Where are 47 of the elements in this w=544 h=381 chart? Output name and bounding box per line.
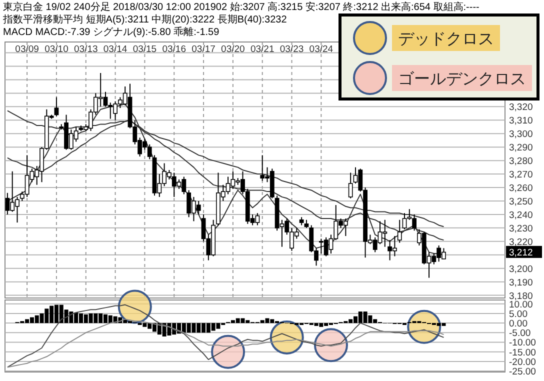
y-tick-label: 3,180 — [509, 290, 533, 302]
text: 3,212 — [509, 247, 533, 258]
y-tick-label: 3,240 — [509, 210, 533, 221]
y-tick-label: -20.00 — [509, 356, 536, 368]
x-tick-label: 03/20 — [221, 44, 245, 55]
y-tick-label: 3,190 — [509, 277, 533, 288]
chart-title: 東京白金 19/02 240分足 2018/03/30 12:00 201902 始:3207 高:3215 安:3207 終:3212 出来高:654 取組高:---- — [3, 1, 480, 13]
chart-subtitle: 指数平滑移動平均 短期A(5):3211 中期(20):3222 長期B(40):3232 — [2, 14, 288, 26]
y-tick-label: -25.00 — [509, 366, 536, 378]
y-tick-label: 3,280 — [509, 156, 533, 168]
y-tick-label: 3,230 — [509, 223, 533, 234]
y-tick-label: 3,220 — [509, 236, 533, 248]
candlestick — [54, 96, 59, 117]
x-tick-label: 03/24 — [309, 44, 334, 55]
y-tick-label: 10.00 — [509, 299, 533, 310]
x-tick-label: 03/14 — [103, 44, 128, 55]
point — [314, 328, 348, 362]
y-tick-label: 0.00 — [509, 318, 528, 330]
candlestick — [397, 219, 402, 244]
line-series — [6, 304, 444, 368]
y-tick-label: -10.00 — [509, 338, 536, 349]
x-tick-label: 03/13 — [74, 44, 98, 55]
legend-label: ゴールデンクロス — [398, 71, 526, 88]
y-tick-label: -15.00 — [509, 347, 536, 358]
y-tick-label: 3,270 — [509, 170, 533, 181]
legend-label: デッドクロス — [398, 31, 494, 48]
x-tick-label: 03/09 — [15, 44, 39, 55]
text: MACD MACD:-7.39 シグナル(9):-5.80 乖離:-1.59 — [3, 26, 220, 38]
y-tick-label: 3,300 — [509, 129, 533, 140]
y-tick-label: -5.00 — [509, 328, 531, 340]
x-tick-label: 03/17 — [192, 44, 216, 55]
point — [118, 290, 152, 324]
x-tick-label: 03/23 — [280, 44, 304, 55]
y-tick-label: 3,310 — [509, 116, 533, 127]
x-tick-label: 03/21 — [250, 44, 274, 55]
y-tick-label: 3,260 — [509, 183, 533, 194]
y-tick-label: 3,320 — [509, 102, 533, 114]
y-tick-label: 5.00 — [509, 308, 528, 320]
point — [211, 334, 246, 369]
x-tick-label: 03/10 — [44, 44, 68, 55]
y-tick-label: 3,250 — [509, 196, 533, 208]
x-tick-label: 03/15 — [132, 44, 157, 55]
y-tick-label: 3,200 — [509, 264, 533, 275]
y-tick-label: 3,290 — [509, 142, 533, 154]
point — [270, 320, 304, 354]
x-tick-label: 03/16 — [162, 44, 186, 55]
candlestick — [348, 172, 353, 199]
